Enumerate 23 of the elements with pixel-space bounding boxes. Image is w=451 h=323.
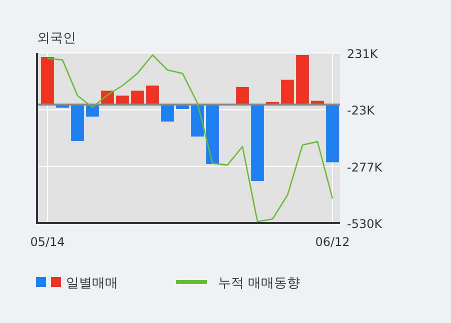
y-tick-label: -23K [347,104,376,118]
line-series [46,54,334,222]
bar [251,104,264,182]
bar [296,55,309,105]
legend-label: 누적 매매동향 [218,276,300,291]
bar [146,86,159,105]
x-tick-label: 06/12 [315,235,350,249]
bar [161,104,174,122]
bar [116,96,129,105]
bar [326,104,339,162]
legend-label: 일별매매 [66,276,118,291]
bar [131,90,144,105]
x-tick-label: 05/14 [30,235,65,249]
y-tick-label: -530K [347,217,384,231]
y-tick-label: 231K [347,47,379,61]
bar [281,80,294,105]
bar [41,57,54,105]
bar [206,104,219,164]
chart-title: 외국인 [37,31,76,46]
bar [236,86,249,105]
bar [191,104,204,137]
y-tick-label: -277K [347,160,384,174]
bar [71,104,84,142]
